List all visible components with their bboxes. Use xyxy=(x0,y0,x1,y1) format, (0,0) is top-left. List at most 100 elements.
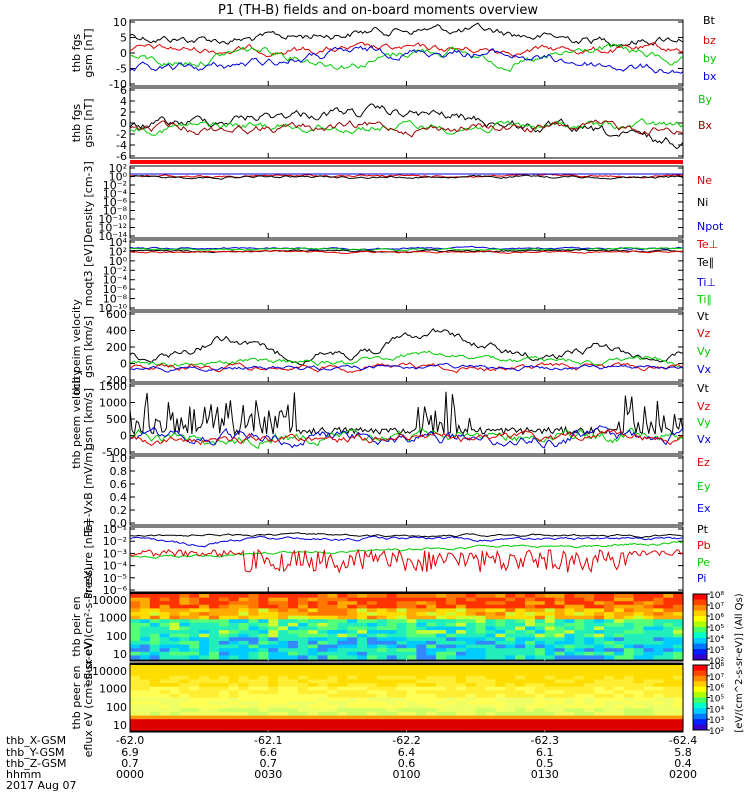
heatmap-cell xyxy=(218,719,230,724)
heatmap-cell xyxy=(604,644,615,649)
heatmap-cell xyxy=(574,668,585,673)
heatmap-cell xyxy=(169,679,180,684)
trace-ti-par xyxy=(129,247,683,252)
heatmap-cell xyxy=(159,612,171,617)
heatmap-cell xyxy=(347,601,358,606)
heatmap-cell xyxy=(604,640,615,646)
heatmap-cell xyxy=(574,648,585,653)
heatmap-cell xyxy=(485,675,496,680)
heatmap-cell xyxy=(544,630,556,635)
heatmap-cell xyxy=(297,668,309,673)
heatmap-cell xyxy=(515,679,526,684)
heatmap-cell xyxy=(455,622,467,628)
heatmap-cell xyxy=(376,665,388,670)
heatmap-cell xyxy=(426,619,437,624)
heatmap-cell xyxy=(673,608,684,613)
heatmap-cell xyxy=(139,683,151,688)
heatmap-cell xyxy=(613,665,625,670)
colorbar-tick-label: 10⁴ xyxy=(709,705,724,715)
heatmap-cell xyxy=(663,719,674,724)
heatmap-cell xyxy=(534,686,546,691)
heatmap-cell xyxy=(505,608,516,613)
heatmap-cell xyxy=(199,612,210,617)
heatmap-cell xyxy=(218,711,230,717)
heatmap-cell xyxy=(455,651,467,656)
heatmap-cell xyxy=(209,622,220,628)
heatmap-cell xyxy=(604,665,615,670)
heatmap-cell xyxy=(534,679,546,684)
heatmap-cell xyxy=(653,633,664,638)
heatmap-cell xyxy=(584,665,595,670)
heatmap-cell xyxy=(465,655,477,660)
heatmap-cell xyxy=(199,679,210,684)
heatmap-cell xyxy=(495,633,506,638)
heatmap-cell xyxy=(179,633,190,638)
heatmap-cell xyxy=(199,615,210,620)
heatmap-cell xyxy=(248,622,259,628)
heatmap-cell xyxy=(416,690,427,695)
heatmap-cell xyxy=(376,715,388,720)
heatmap-cell xyxy=(130,697,141,702)
heatmap-cell xyxy=(238,722,250,727)
heatmap-cell xyxy=(248,608,259,613)
heatmap-cell xyxy=(139,655,151,660)
heatmap-cell xyxy=(357,722,368,727)
heatmap-cell xyxy=(268,651,279,656)
heatmap-cell xyxy=(554,640,566,646)
heatmap-cell xyxy=(613,626,625,631)
heatmap-cell xyxy=(248,697,259,702)
heatmap-cell xyxy=(357,608,368,613)
heatmap-cell xyxy=(653,601,664,606)
heatmap-cell xyxy=(179,630,190,635)
heatmap-cell xyxy=(564,630,575,635)
heatmap-cell xyxy=(248,708,259,713)
heatmap-cell xyxy=(258,701,269,706)
heatmap-cell xyxy=(505,651,516,656)
heatmap-cell xyxy=(663,655,674,660)
heatmap-cell xyxy=(189,612,200,617)
heatmap-cell xyxy=(455,648,467,653)
heatmap-cell xyxy=(317,675,329,680)
heatmap-cell xyxy=(475,640,487,646)
heatmap-cell xyxy=(248,604,259,609)
heatmap-cell xyxy=(436,637,447,642)
heatmap-cell xyxy=(297,686,309,691)
heatmap-cell xyxy=(426,704,437,709)
heatmap-cell xyxy=(485,704,496,709)
colorbar-segment xyxy=(693,610,707,617)
heatmap-cell xyxy=(228,686,240,691)
trace-by xyxy=(129,43,684,73)
heatmap-cell xyxy=(673,604,684,609)
heatmap-cell xyxy=(347,665,358,670)
heatmap-cell xyxy=(485,601,496,606)
heatmap-cell xyxy=(505,615,516,620)
heatmap-cell xyxy=(376,604,388,609)
heatmap-cell xyxy=(564,686,575,691)
heatmap-cell xyxy=(130,708,141,713)
heatmap-cell xyxy=(149,633,161,638)
heatmap-cell xyxy=(268,665,279,670)
heatmap-cell xyxy=(643,686,654,691)
heatmap-cell xyxy=(297,655,309,660)
heatmap-cell xyxy=(159,626,171,631)
heatmap-cell xyxy=(337,594,348,599)
heatmap-cell xyxy=(218,665,230,670)
colorbar-segment xyxy=(693,594,707,600)
heatmap-cell xyxy=(258,683,269,688)
heatmap-cell xyxy=(455,722,467,727)
heatmap-cell xyxy=(446,701,457,706)
heatmap-cell xyxy=(337,626,348,631)
heatmap-cell xyxy=(209,615,220,620)
heatmap-cell xyxy=(643,637,654,642)
heatmap-cell xyxy=(426,711,437,717)
legend-pt: Pt xyxy=(697,523,709,536)
heatmap-cell xyxy=(436,697,447,702)
heatmap-cell xyxy=(307,612,319,617)
y-tick-label: 5 xyxy=(120,32,127,45)
heatmap-cell xyxy=(130,633,141,638)
heatmap-cell xyxy=(584,679,595,684)
heatmap-cell xyxy=(288,648,299,653)
heatmap-cell xyxy=(633,615,645,620)
heatmap-cell xyxy=(584,619,595,624)
heatmap-cell xyxy=(584,668,595,673)
